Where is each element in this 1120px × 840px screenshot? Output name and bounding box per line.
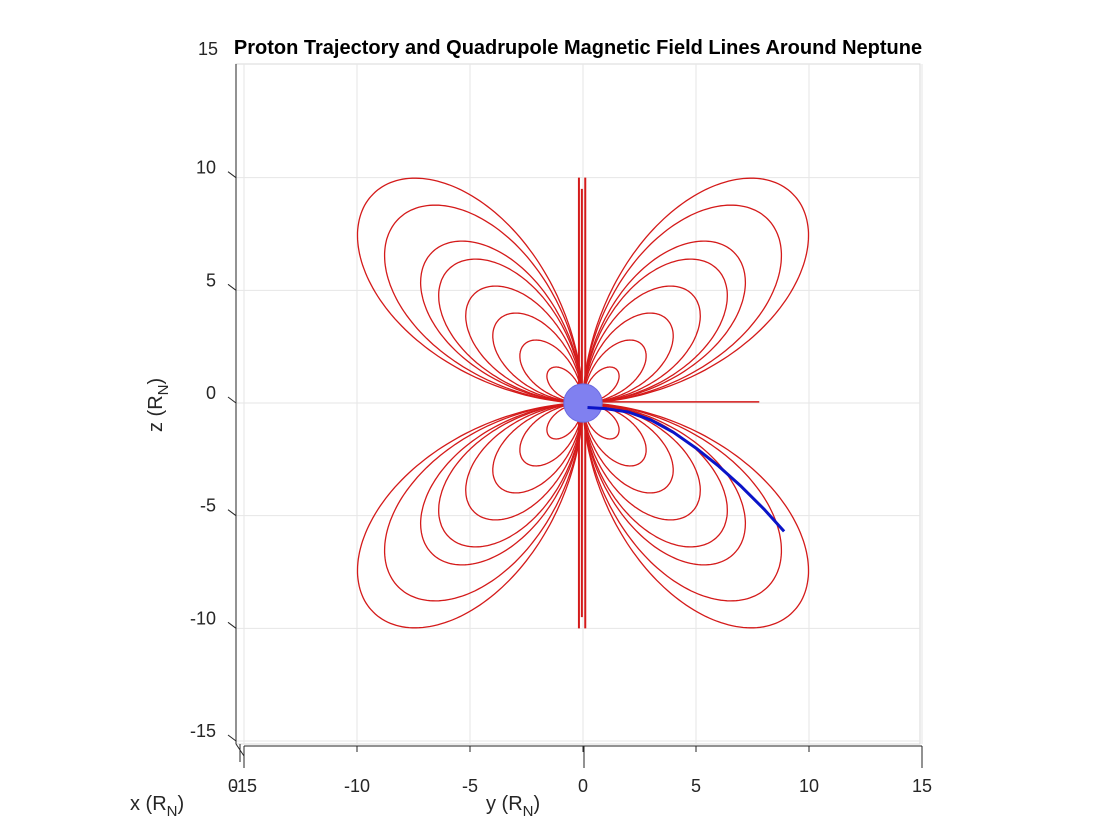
- y-tick-mark: [227, 283, 237, 291]
- stray-tick-label: 15: [198, 39, 218, 59]
- field-lines: [356, 177, 810, 629]
- x-tick-label: -5: [462, 776, 478, 796]
- field-line: [438, 258, 584, 404]
- y-tick-label: 5: [206, 270, 216, 290]
- field-line: [582, 402, 747, 566]
- trajectory-line: [587, 406, 786, 533]
- x-tick-label: 15: [912, 776, 932, 796]
- x-axis-label: y (RN): [486, 793, 540, 820]
- field-line: [582, 258, 728, 404]
- x-ticks: -15 -10 -5 0 5 10 15: [231, 746, 932, 796]
- field-line: [383, 402, 584, 602]
- x-tick-label: 0: [578, 776, 588, 796]
- field-line: [465, 402, 584, 521]
- y-axis-label-sub: N: [155, 384, 172, 395]
- y-tick-mark: [227, 509, 237, 517]
- y-tick-mark: [227, 621, 237, 629]
- depth-axis-label-tail: ): [178, 793, 185, 815]
- y-tick-mark: [227, 734, 237, 742]
- field-line: [582, 402, 647, 467]
- planet: [563, 383, 603, 423]
- depth-axis-label-sub: N: [167, 803, 178, 820]
- proton-trajectory: [587, 406, 786, 533]
- x-axis-label-sub: N: [523, 803, 534, 820]
- y-axis-label-main: z (R: [145, 395, 167, 432]
- field-line: [582, 240, 747, 404]
- field-line: [356, 177, 584, 404]
- y-tick-mark: [227, 396, 237, 404]
- field-line: [582, 177, 810, 404]
- chart-title: Proton Trajectory and Quadrupole Magneti…: [234, 37, 922, 59]
- field-line: [492, 312, 584, 404]
- field-line: [383, 204, 584, 404]
- y-tick-label: -5: [200, 496, 216, 516]
- field-line: [438, 402, 584, 548]
- field-line: [546, 366, 584, 404]
- neptune-sphere: [563, 383, 603, 423]
- x-axis-label-main: y (R: [486, 793, 523, 815]
- field-line: [582, 285, 701, 404]
- field-line: [582, 402, 701, 521]
- y-ticks: -15 -10 -5 0 5 10: [190, 158, 237, 742]
- field-line: [582, 402, 674, 494]
- field-line: [419, 402, 584, 566]
- field-line: [582, 402, 783, 602]
- field-line: [582, 366, 620, 404]
- x-axis-label-tail: ): [534, 793, 541, 815]
- y-tick-label: -15: [190, 721, 216, 741]
- x-tick-label: -15: [231, 776, 257, 796]
- y-axis-label-tail: ): [145, 378, 167, 385]
- y-tick-label: -10: [190, 608, 216, 628]
- y-axis-label: z (RN): [145, 378, 172, 432]
- field-line: [519, 402, 584, 467]
- field-line: [582, 339, 647, 404]
- x-tick-label: 10: [799, 776, 819, 796]
- depth-axis-label-main: x (R: [130, 793, 167, 815]
- field-line: [492, 402, 584, 494]
- field-line: [582, 204, 783, 404]
- x-tick-label: -10: [344, 776, 370, 796]
- field-line: [356, 402, 584, 629]
- depth-tick-label: 0: [228, 776, 238, 796]
- field-line: [582, 402, 810, 629]
- y-tick-label: 0: [206, 383, 216, 403]
- field-line: [419, 240, 584, 404]
- field-line: [546, 402, 584, 440]
- y-tick-mark: [227, 171, 237, 179]
- field-line: [519, 339, 584, 404]
- y-tick-label: 10: [196, 158, 216, 178]
- field-line: [465, 285, 584, 404]
- field-line: [582, 312, 674, 404]
- x-tick-label: 5: [691, 776, 701, 796]
- depth-axis-label: x (RN): [130, 793, 184, 820]
